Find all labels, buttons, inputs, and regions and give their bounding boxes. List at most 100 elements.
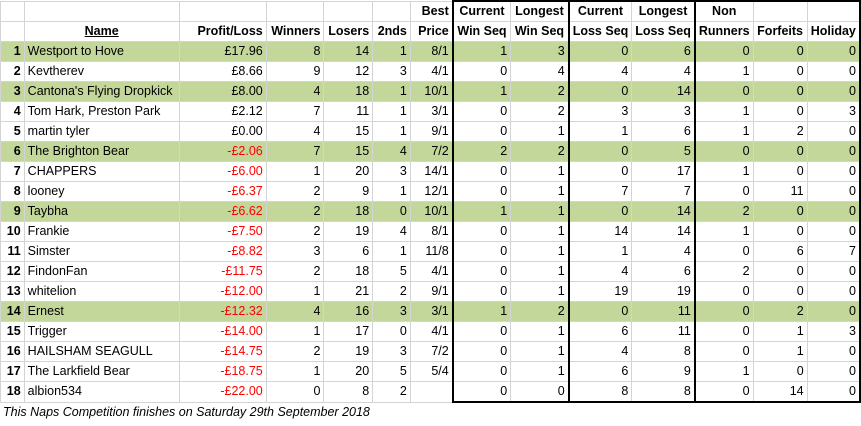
longest-loss-seq-cell[interactable]: 19 xyxy=(631,281,696,302)
seconds-cell[interactable]: 3 xyxy=(372,61,411,82)
header-cell[interactable] xyxy=(752,0,808,22)
winners-cell[interactable]: 7 xyxy=(265,101,325,122)
longest-loss-seq-cell[interactable]: 8 xyxy=(631,381,696,403)
longest-loss-seq-cell[interactable]: 7 xyxy=(631,181,696,202)
longest-loss-seq-cell[interactable]: 14 xyxy=(631,221,696,242)
header-cell[interactable] xyxy=(0,0,25,22)
rank-cell[interactable]: 4 xyxy=(0,101,25,122)
current-loss-seq-cell[interactable]: 6 xyxy=(567,321,633,342)
current-loss-seq-cell[interactable]: 0 xyxy=(567,141,633,162)
player-name-cell[interactable]: FindonFan xyxy=(23,261,180,282)
non-runners-cell[interactable]: 0 xyxy=(693,141,754,162)
non-runners-cell[interactable]: 0 xyxy=(693,341,754,362)
current-win-seq-cell[interactable]: 1 xyxy=(451,201,512,222)
non-runners-cell[interactable]: 0 xyxy=(693,281,754,302)
rank-cell[interactable]: 8 xyxy=(0,181,25,202)
profit-loss-cell[interactable]: £17.96 xyxy=(178,41,267,62)
holiday-cell[interactable]: 0 xyxy=(806,341,861,362)
current-win-seq-cell[interactable]: 0 xyxy=(451,281,512,302)
seconds-cell[interactable]: 1 xyxy=(372,241,411,262)
best-price-cell[interactable]: 10/1 xyxy=(409,81,454,102)
best-price-cell[interactable]: 12/1 xyxy=(409,181,454,202)
player-name-cell[interactable]: martin tyler xyxy=(23,121,180,142)
holiday-cell[interactable]: 0 xyxy=(806,201,861,222)
longest-win-seq-cell[interactable]: 1 xyxy=(510,341,570,362)
profit-loss-cell[interactable]: -£8.82 xyxy=(178,241,267,262)
longest-win-seq-cell[interactable]: 1 xyxy=(510,241,570,262)
longest-loss-seq-cell[interactable]: 4 xyxy=(631,241,696,262)
seconds-cell[interactable]: 1 xyxy=(372,101,411,122)
header-current-win[interactable]: Current xyxy=(451,0,512,22)
forfeits-cell[interactable]: 2 xyxy=(752,121,808,142)
holiday-cell[interactable]: 3 xyxy=(806,101,861,122)
best-price-cell[interactable]: 9/1 xyxy=(409,281,454,302)
header-cell[interactable] xyxy=(0,21,25,42)
rank-cell[interactable]: 14 xyxy=(0,301,25,322)
seconds-cell[interactable]: 0 xyxy=(372,201,411,222)
longest-loss-seq-cell[interactable]: 14 xyxy=(631,81,696,102)
current-win-seq-cell[interactable]: 0 xyxy=(451,241,512,262)
current-win-seq-cell[interactable]: 1 xyxy=(451,81,512,102)
player-name-cell[interactable]: CHAPPERS xyxy=(23,161,180,182)
profit-loss-cell[interactable]: £0.00 xyxy=(178,121,267,142)
longest-win-seq-cell[interactable]: 1 xyxy=(510,181,570,202)
rank-cell[interactable]: 2 xyxy=(0,61,25,82)
non-runners-cell[interactable]: 0 xyxy=(693,301,754,322)
rank-cell[interactable]: 5 xyxy=(0,121,25,142)
losers-cell[interactable]: 20 xyxy=(323,361,374,382)
losers-cell[interactable]: 19 xyxy=(323,341,374,362)
longest-loss-seq-cell[interactable]: 6 xyxy=(631,261,696,282)
best-price-cell[interactable]: 7/2 xyxy=(409,141,454,162)
best-price-cell[interactable]: 11/8 xyxy=(409,241,454,262)
seconds-cell[interactable]: 1 xyxy=(372,181,411,202)
current-win-seq-cell[interactable]: 0 xyxy=(451,161,512,182)
profit-loss-cell[interactable]: £2.12 xyxy=(178,101,267,122)
losers-cell[interactable]: 16 xyxy=(323,301,374,322)
longest-win-seq-cell[interactable]: 1 xyxy=(510,161,570,182)
current-win-seq-cell[interactable]: 0 xyxy=(451,181,512,202)
current-win-seq-cell[interactable]: 0 xyxy=(451,61,512,82)
rank-cell[interactable]: 7 xyxy=(0,161,25,182)
current-win-seq-cell[interactable]: 1 xyxy=(451,41,512,62)
header-2nds[interactable]: 2nds xyxy=(372,21,411,42)
forfeits-cell[interactable]: 0 xyxy=(752,41,808,62)
header-holiday[interactable]: Holiday xyxy=(806,21,861,42)
losers-cell[interactable]: 6 xyxy=(323,241,374,262)
winners-cell[interactable]: 1 xyxy=(265,321,325,342)
seconds-cell[interactable]: 3 xyxy=(372,161,411,182)
profit-loss-cell[interactable]: -£6.62 xyxy=(178,201,267,222)
best-price-cell[interactable]: 10/1 xyxy=(409,201,454,222)
current-win-seq-cell[interactable]: 2 xyxy=(451,141,512,162)
best-price-cell[interactable]: 8/1 xyxy=(409,41,454,62)
rank-cell[interactable]: 13 xyxy=(0,281,25,302)
current-loss-seq-cell[interactable]: 19 xyxy=(567,281,633,302)
winners-cell[interactable]: 2 xyxy=(265,201,325,222)
seconds-cell[interactable]: 3 xyxy=(372,301,411,322)
player-name-cell[interactable]: Simster xyxy=(23,241,180,262)
forfeits-cell[interactable]: 0 xyxy=(752,81,808,102)
competition-footer-note[interactable]: This Naps Competition finishes on Saturd… xyxy=(3,405,370,419)
longest-win-seq-cell[interactable]: 2 xyxy=(510,101,570,122)
header-longest-loss[interactable]: Longest xyxy=(631,0,696,22)
current-win-seq-cell[interactable]: 0 xyxy=(451,101,512,122)
player-name-cell[interactable]: Frankie xyxy=(23,221,180,242)
player-name-cell[interactable]: whitelion xyxy=(23,281,180,302)
player-name-cell[interactable]: looney xyxy=(23,181,180,202)
winners-cell[interactable]: 0 xyxy=(265,381,325,403)
holiday-cell[interactable]: 0 xyxy=(806,121,861,142)
forfeits-cell[interactable]: 0 xyxy=(752,161,808,182)
header-loss-seq-longest[interactable]: Loss Seq xyxy=(631,21,696,42)
current-win-seq-cell[interactable]: 0 xyxy=(451,341,512,362)
winners-cell[interactable]: 2 xyxy=(265,261,325,282)
profit-loss-cell[interactable]: -£11.75 xyxy=(178,261,267,282)
rank-cell[interactable]: 3 xyxy=(0,81,25,102)
forfeits-cell[interactable]: 0 xyxy=(752,361,808,382)
current-loss-seq-cell[interactable]: 4 xyxy=(567,341,633,362)
current-loss-seq-cell[interactable]: 1 xyxy=(567,121,633,142)
holiday-cell[interactable]: 0 xyxy=(806,141,861,162)
profit-loss-cell[interactable]: -£7.50 xyxy=(178,221,267,242)
seconds-cell[interactable]: 3 xyxy=(372,341,411,362)
header-name[interactable]: Name xyxy=(23,21,180,42)
losers-cell[interactable]: 9 xyxy=(323,181,374,202)
current-win-seq-cell[interactable]: 0 xyxy=(451,221,512,242)
